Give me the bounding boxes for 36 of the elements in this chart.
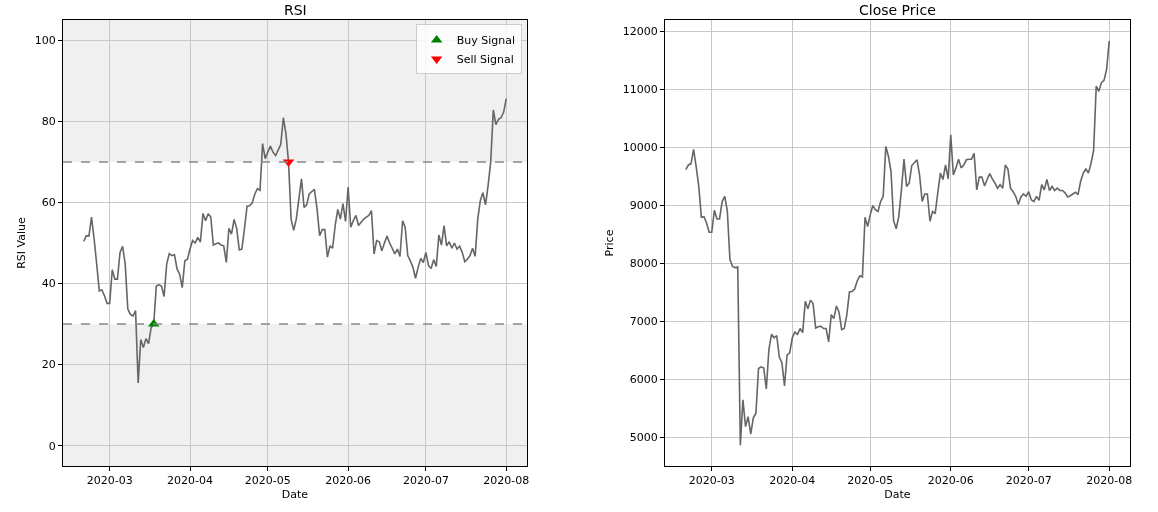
y-tick-label: 20 — [41, 358, 56, 372]
y-axis-title: Price — [603, 229, 617, 257]
y-tick-label: 40 — [41, 277, 56, 291]
y-tick-label: 11000 — [622, 82, 658, 96]
x-tick-label: 2020-08 — [1086, 474, 1133, 488]
y-tick-label: 80 — [41, 115, 56, 129]
line-series — [82, 97, 508, 384]
x-tick-label: 2020-07 — [1005, 474, 1052, 488]
x-tick-label: 2020-04 — [167, 474, 213, 488]
x-tick-label: 2020-05 — [244, 474, 291, 488]
x-tick-label: 2020-06 — [927, 474, 974, 488]
chart-title: Close Price — [859, 2, 936, 18]
y-tick-label: 100 — [34, 34, 56, 48]
x-tick-label: 2020-08 — [483, 474, 530, 488]
y-tick-label: 12000 — [622, 24, 658, 38]
y-tick-label: 8000 — [629, 256, 658, 270]
x-axis-title: Date — [281, 488, 309, 502]
y-axis-title: RSI Value — [15, 216, 29, 269]
y-tick-label: 5000 — [629, 430, 658, 444]
x-tick-label: 2020-03 — [86, 474, 133, 488]
x-tick-label: 2020-06 — [325, 474, 372, 488]
x-tick-label: 2020-05 — [847, 474, 894, 488]
x-tick-label: 2020-04 — [769, 474, 816, 488]
y-tick-label: 0 — [48, 439, 56, 453]
y-tick-label: 10000 — [622, 140, 658, 154]
y-tick-label: 60 — [41, 196, 56, 210]
line-series — [684, 40, 1111, 446]
x-axis-title: Date — [884, 488, 911, 502]
chart-title: RSI — [284, 2, 307, 18]
y-tick-label: 9000 — [629, 198, 658, 212]
x-tick-label: 2020-03 — [688, 474, 735, 488]
y-tick-label: 7000 — [629, 314, 658, 328]
legend-label: Sell Signal — [456, 53, 514, 67]
y-tick-label: 6000 — [629, 372, 658, 386]
legend-label: Buy Signal — [456, 34, 515, 48]
x-tick-label: 2020-07 — [402, 474, 449, 488]
